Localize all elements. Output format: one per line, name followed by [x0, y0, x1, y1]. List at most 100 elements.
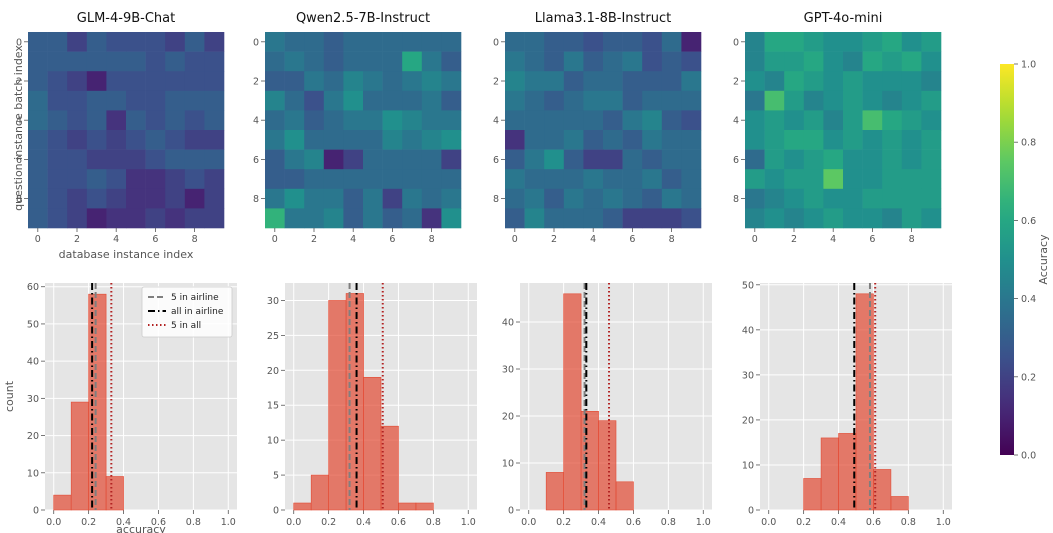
- heatmap-cell: [441, 110, 462, 131]
- heatmap-cell: [901, 32, 922, 52]
- heatmap-cell: [184, 110, 205, 131]
- heatmap-cell: [901, 169, 922, 190]
- heatmap-cell: [421, 149, 442, 170]
- heatmap-cell: [745, 130, 765, 150]
- x-tick-label: 0.0: [521, 517, 536, 528]
- heatmap-cell: [764, 90, 785, 111]
- heatmap-cell: [764, 32, 785, 52]
- heatmap-cell: [145, 71, 166, 92]
- x-tick-label: 6: [629, 234, 635, 245]
- heatmap-cell: [86, 149, 107, 170]
- heatmap-cell: [382, 71, 403, 92]
- heatmap-panel: Qwen2.5-7B-Instruct 0 0 2 2 4 4 6 6 8 8: [253, 11, 462, 245]
- legend: 5 in airline all in airline 5 in all: [141, 286, 233, 338]
- heatmap-cell: [126, 51, 146, 72]
- heatmap-cell: [583, 149, 604, 170]
- heatmap-cell: [145, 51, 166, 72]
- heatmap-cell: [106, 71, 127, 92]
- heatmap-cell: [843, 169, 863, 190]
- heatmap-cell: [803, 51, 824, 72]
- heatmap-cell: [67, 169, 88, 190]
- heatmap-cell: [901, 149, 922, 170]
- heatmap-cell: [544, 169, 565, 190]
- heatmap-cell: [47, 51, 68, 72]
- heatmap-cell: [382, 208, 403, 229]
- heatmap-cell: [862, 51, 883, 72]
- heatmap-cell: [86, 51, 107, 72]
- heatmap-cell: [86, 32, 107, 52]
- heatmap-cell: [921, 188, 942, 209]
- heatmap-cell: [642, 188, 663, 209]
- heatmap-cell: [47, 32, 68, 52]
- heatmap-cell: [67, 110, 88, 131]
- x-tick-label: 0.0: [286, 517, 301, 528]
- y-tick-label: 10: [502, 459, 514, 470]
- heatmap-cell: [343, 32, 364, 52]
- heatmap-cell: [304, 110, 325, 131]
- heatmap-cell: [583, 51, 604, 72]
- chart-title: Qwen2.5-7B-Instruct: [296, 11, 430, 26]
- heatmap-cell: [204, 149, 225, 170]
- chart-title: GLM-4-9B-Chat: [77, 11, 175, 26]
- y-tick-label: 25: [267, 331, 279, 342]
- heatmap-cell: [622, 208, 643, 229]
- heatmap-cell: [304, 32, 325, 52]
- y-tick-label: 8: [16, 194, 22, 205]
- heatmap-cell: [106, 188, 127, 209]
- heatmap-cell: [47, 90, 68, 111]
- heatmap-cell: [106, 90, 127, 111]
- colorbar-tick-label: 0.8: [1021, 138, 1036, 149]
- heatmap-cell: [882, 90, 903, 111]
- heatmap-cell: [661, 130, 682, 150]
- x-tick-label: 0.8: [901, 517, 916, 528]
- heatmap-cell: [126, 32, 146, 52]
- heatmap-cell: [563, 208, 584, 229]
- heatmap-cell: [284, 208, 305, 229]
- heatmap-cell: [106, 32, 127, 52]
- heatmap-cell: [421, 208, 442, 229]
- heatmap-cell: [544, 188, 565, 209]
- heatmap-cell: [421, 130, 442, 150]
- heatmap-cell: [681, 188, 702, 209]
- heatmap-cell: [622, 51, 643, 72]
- heatmap-cell: [642, 110, 663, 131]
- x-tick-label: 0: [752, 234, 758, 245]
- heatmap-cell: [421, 71, 442, 92]
- heatmap-cell: [661, 188, 682, 209]
- heatmap-cell: [823, 188, 844, 209]
- heatmap-cell: [745, 188, 765, 209]
- y-tick-label: 4: [733, 116, 739, 127]
- heatmap-cell: [441, 208, 462, 229]
- heatmap-cell: [343, 110, 364, 131]
- heatmap-cell: [284, 169, 305, 190]
- x-tick-label: 0.4: [591, 517, 606, 528]
- heatmap-cell: [862, 71, 883, 92]
- heatmap-cell: [421, 169, 442, 190]
- heatmap-cell: [363, 169, 383, 190]
- heatmap-cell: [363, 90, 383, 111]
- heatmap-cell: [67, 32, 88, 52]
- x-tick-label: 0.2: [556, 517, 571, 528]
- heatmap-cell: [563, 90, 584, 111]
- heatmap-cell: [363, 32, 383, 52]
- heatmap-cell: [402, 110, 423, 131]
- heatmap-cell: [544, 51, 565, 72]
- heatmap-cell: [505, 130, 525, 150]
- heatmap-cell: [764, 169, 785, 190]
- heatmap-cell: [126, 130, 146, 150]
- heatmap-cell: [165, 169, 186, 190]
- heatmap-cell: [661, 208, 682, 229]
- heatmap-cell: [204, 71, 225, 92]
- heatmap-cell: [304, 208, 325, 229]
- heatmap-cell: [323, 90, 344, 111]
- heatmap-cell: [745, 51, 765, 72]
- x-tick-label: 0.2: [321, 517, 336, 528]
- legend-label: 5 in all: [171, 321, 201, 331]
- heatmap-cell: [505, 208, 525, 229]
- heatmap-cell: [583, 110, 604, 131]
- heatmap-cell: [382, 90, 403, 111]
- histogram-bar: [398, 502, 417, 511]
- histogram-bar: [820, 437, 839, 511]
- heatmap-cell: [803, 90, 824, 111]
- heatmap-cell: [323, 130, 344, 150]
